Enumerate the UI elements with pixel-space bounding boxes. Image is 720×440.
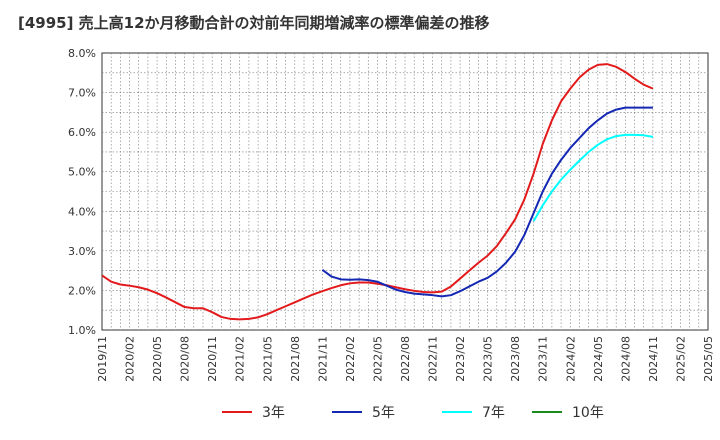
x-tick-label: 2023/05: [482, 336, 495, 382]
legend-label: 10年: [572, 405, 604, 421]
legend-item: 7年: [442, 402, 505, 422]
x-tick-label: 2023/02: [454, 336, 467, 382]
legend-item: 3年: [222, 402, 285, 422]
x-tick-label: 2019/11: [96, 336, 109, 382]
x-tick-label: 2022/11: [427, 336, 440, 382]
x-tick-label: 2023/08: [509, 336, 522, 382]
legend-swatch: [442, 411, 472, 413]
grid: [101, 52, 709, 331]
x-tick-label: 2025/02: [674, 336, 687, 382]
x-tick-label: 2024/05: [592, 336, 605, 382]
x-tick-label: 2020/11: [206, 336, 219, 382]
x-tick-label: 2024/08: [619, 336, 632, 382]
x-tick-label: 2021/08: [289, 336, 302, 382]
x-tick-label: 2020/05: [151, 336, 164, 382]
series-line-5年: [321, 106, 653, 298]
legend-swatch: [222, 411, 252, 413]
x-axis-ticks: 2019/11 2020/02 2020/05 2020/08 2020/11 2021/…: [96, 336, 715, 382]
x-tick-label: 2024/11: [647, 336, 660, 382]
x-tick-label: 2025/05: [702, 336, 715, 382]
y-tick-label: 2.0%: [68, 284, 96, 297]
legend-item: 5年: [332, 402, 395, 422]
x-tick-label: 2020/02: [124, 336, 137, 382]
series-line-3年: [101, 63, 654, 321]
y-tick-label: 5.0%: [68, 166, 96, 179]
x-tick-label: 2022/05: [371, 336, 384, 382]
y-tick-label: 8.0%: [68, 47, 96, 60]
series-lines: [101, 63, 654, 321]
y-tick-label: 6.0%: [68, 126, 96, 139]
y-axis-ticks: 1.0% 2.0% 3.0% 4.0% 5.0% 6.0% 7.0% 8.0%: [68, 47, 96, 337]
legend-swatch: [332, 411, 362, 413]
x-tick-label: 2024/02: [564, 336, 577, 382]
chart-title: [4995] 売上高12か月移動合計の対前年同期増減率の標準偏差の推移: [18, 14, 490, 32]
x-tick-label: 2021/11: [316, 336, 329, 382]
series-line-7年: [532, 133, 654, 222]
y-tick-label: 7.0%: [68, 87, 96, 100]
y-tick-label: 3.0%: [68, 245, 96, 258]
x-tick-label: 2020/08: [179, 336, 192, 382]
legend: 3年 5年 7年 10年: [0, 402, 720, 428]
legend-item: 10年: [532, 402, 604, 422]
y-tick-label: 1.0%: [68, 324, 96, 337]
y-tick-label: 4.0%: [68, 205, 96, 218]
x-tick-label: 2022/08: [399, 336, 412, 382]
x-tick-label: 2022/02: [344, 336, 357, 382]
legend-label: 5年: [372, 405, 395, 421]
x-tick-label: 2021/05: [261, 336, 274, 382]
legend-label: 3年: [262, 405, 285, 421]
x-tick-label: 2021/02: [234, 336, 247, 382]
legend-swatch: [532, 411, 562, 413]
x-tick-label: 2023/11: [537, 336, 550, 382]
legend-label: 7年: [482, 405, 505, 421]
